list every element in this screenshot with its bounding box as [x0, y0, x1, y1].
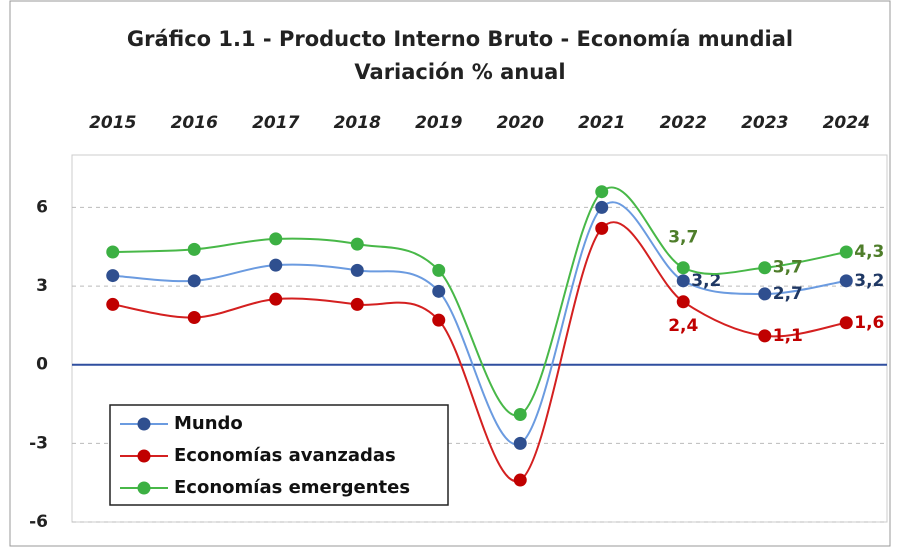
marker: [432, 263, 446, 277]
marker: [758, 287, 772, 301]
marker: [513, 436, 527, 450]
legend-label: Economías emergentes: [174, 477, 410, 498]
legend-label: Mundo: [174, 413, 243, 434]
marker: [758, 329, 772, 343]
x-tick-label: 2015: [89, 113, 136, 133]
x-tick-label: 2021: [578, 113, 625, 133]
marker: [513, 473, 527, 487]
legend-label: Economías avanzadas: [174, 445, 396, 466]
y-tick-label: 3: [36, 276, 48, 296]
marker: [269, 292, 283, 306]
marker: [106, 269, 120, 283]
marker: [595, 200, 609, 214]
marker: [350, 263, 364, 277]
marker: [187, 242, 201, 256]
marker: [839, 316, 853, 330]
marker: [513, 408, 527, 422]
marker: [676, 295, 690, 309]
chart-subtitle: Variación % anual: [354, 60, 565, 84]
marker: [350, 237, 364, 251]
marker: [676, 274, 690, 288]
value-label: 1,1: [773, 326, 803, 346]
marker: [839, 274, 853, 288]
x-tick-label: 2016: [171, 113, 218, 133]
x-tick-label: 2020: [497, 113, 544, 133]
marker: [106, 297, 120, 311]
y-tick-label: -3: [29, 433, 48, 453]
value-label: 4,3: [854, 242, 884, 262]
series-line: [112, 221, 847, 483]
x-tick-label: 2019: [415, 113, 462, 133]
marker: [595, 221, 609, 235]
x-tick-label: 2023: [741, 113, 788, 133]
y-tick-label: 6: [36, 197, 48, 217]
y-tick-label: -6: [29, 512, 48, 532]
marker: [432, 284, 446, 298]
plot-area: [71, 154, 888, 523]
series-line: [112, 186, 847, 417]
marker: [187, 311, 201, 325]
legend-marker: [137, 449, 151, 463]
marker: [269, 258, 283, 272]
marker: [106, 245, 120, 259]
marker: [839, 245, 853, 259]
marker: [269, 232, 283, 246]
value-label: 3,7: [668, 228, 698, 248]
x-tick-label: 2017: [252, 113, 299, 133]
legend-marker: [137, 417, 151, 431]
marker: [595, 185, 609, 199]
marker: [676, 261, 690, 275]
y-tick-label: 0: [36, 355, 48, 375]
value-label: 2,4: [668, 316, 698, 336]
value-label: 2,7: [773, 284, 803, 304]
chart-title: Gráfico 1.1 - Producto Interno Bruto - E…: [127, 27, 793, 51]
marker: [350, 297, 364, 311]
legend-marker: [137, 481, 151, 495]
x-tick-label: 2022: [660, 113, 707, 133]
value-label: 1,6: [854, 313, 884, 333]
series-line: [112, 201, 847, 446]
value-label: 3,2: [854, 271, 884, 291]
value-label: 3,2: [691, 271, 721, 291]
marker: [432, 313, 446, 327]
value-label: 3,7: [773, 258, 803, 278]
marker: [187, 274, 201, 288]
x-tick-label: 2018: [334, 113, 381, 133]
x-tick-label: 2024: [823, 113, 870, 133]
marker: [758, 261, 772, 275]
